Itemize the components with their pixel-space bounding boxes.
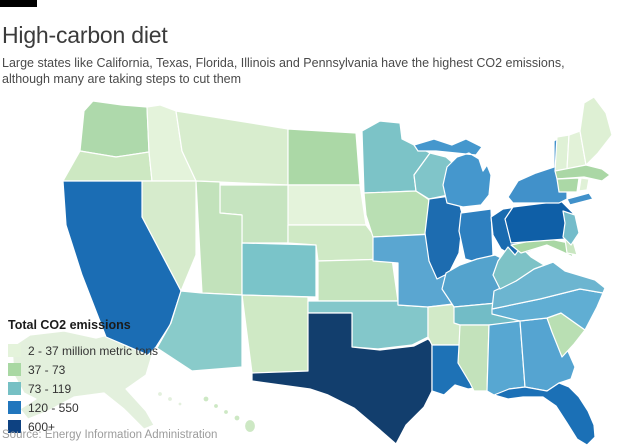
state-alaska-island[interactable]: [156, 390, 164, 398]
state-colorado[interactable]: [241, 242, 317, 298]
legend-label: 2 - 37 million metric tons: [28, 343, 159, 358]
legend-swatch: [8, 344, 21, 357]
kicker-bar: [0, 0, 37, 7]
state-north-dakota[interactable]: [287, 128, 361, 186]
us-choropleth-map: [0, 95, 620, 448]
legend-label: 120 - 550: [28, 400, 79, 415]
legend-swatch: [8, 401, 21, 414]
state-south-dakota[interactable]: [287, 184, 367, 226]
legend-title: Total CO2 emissions: [8, 318, 131, 332]
state-hawaii-island[interactable]: [243, 418, 257, 434]
legend-label: 73 - 119: [28, 381, 72, 396]
state-maine[interactable]: [579, 96, 613, 166]
state-indiana[interactable]: [458, 208, 494, 264]
state-pennsylvania[interactable]: [504, 200, 574, 244]
state-texas[interactable]: [251, 312, 433, 445]
legend-items: 2 - 37 million metric tons 37 - 73 73 - 11…: [8, 341, 158, 436]
legend-item: 120 - 550: [8, 398, 158, 417]
legend-item: 600+: [8, 417, 158, 436]
state-hawaii-island[interactable]: [212, 402, 220, 410]
legend-swatch: [8, 420, 21, 433]
state-connecticut[interactable]: [556, 177, 580, 193]
state-new-jersey[interactable]: [562, 210, 580, 246]
map-legend: Total CO2 emissions 2 - 37 million metri…: [8, 318, 158, 436]
state-michigan[interactable]: [413, 138, 492, 208]
legend-item: 73 - 119: [8, 379, 158, 398]
source-attribution: Source: Energy Information Administratio…: [2, 429, 218, 441]
state-arizona[interactable]: [156, 290, 243, 372]
legend-swatch: [8, 382, 21, 395]
state-washington[interactable]: [79, 100, 150, 158]
legend-label: 37 - 73: [28, 362, 66, 377]
state-alabama[interactable]: [486, 320, 526, 397]
state-hawaii-island[interactable]: [202, 395, 210, 403]
map-canvas: [11, 96, 613, 446]
page-title: High-carbon diet: [2, 22, 168, 48]
page-subtitle: Large states like California, Texas, Flo…: [2, 56, 565, 86]
state-rhode-island[interactable]: [578, 177, 590, 192]
state-alaska-island[interactable]: [166, 395, 174, 403]
legend-item: 2 - 37 million metric tons: [8, 341, 158, 360]
state-kansas[interactable]: [317, 258, 399, 302]
state-florida[interactable]: [493, 382, 596, 446]
legend-swatch: [8, 363, 21, 376]
state-california[interactable]: [62, 180, 182, 356]
state-hawaii-island[interactable]: [233, 414, 241, 422]
state-west-virginia[interactable]: [492, 246, 554, 290]
legend-label: 600+: [28, 419, 56, 434]
state-alaska-island[interactable]: [177, 401, 183, 407]
state-hawaii-island[interactable]: [222, 408, 230, 416]
legend-item: 37 - 73: [8, 360, 158, 379]
state-montana[interactable]: [175, 110, 289, 186]
state-new-mexico[interactable]: [241, 294, 309, 374]
state-oregon[interactable]: [62, 150, 153, 182]
